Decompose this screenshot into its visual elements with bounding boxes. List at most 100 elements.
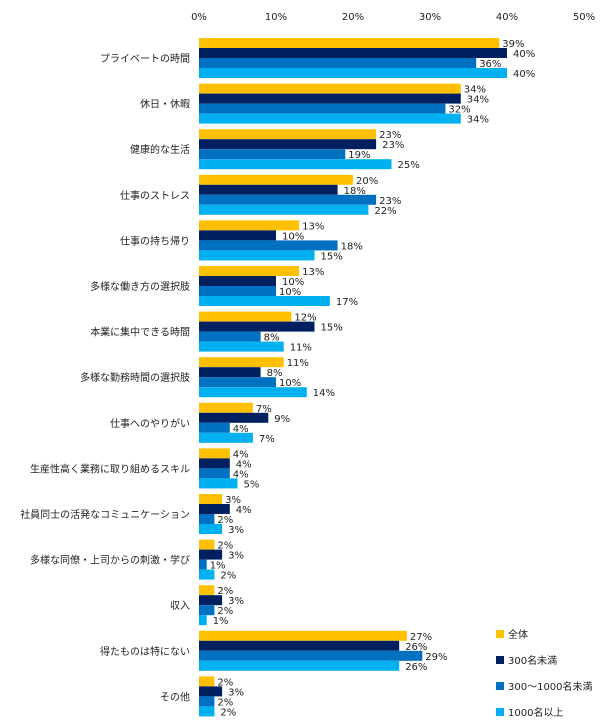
bar [199, 676, 215, 687]
value-label: 2% [217, 586, 233, 597]
bar [199, 68, 507, 78]
value-label: 32% [448, 105, 470, 116]
bar [199, 341, 284, 352]
legend-swatch [496, 708, 504, 716]
bar [199, 129, 377, 140]
value-label: 40% [513, 69, 535, 80]
value-label: 3% [228, 687, 244, 698]
category-label: 多様な同僚・上司からの刺激・学び [30, 554, 190, 567]
bar [199, 38, 500, 48]
value-label: 2% [217, 677, 233, 688]
category-label: 生産性高く業務に取り組めるスキル [30, 462, 190, 475]
value-label: 10% [279, 287, 301, 298]
bar [199, 48, 507, 58]
bar [199, 377, 276, 388]
category-label: 本業に集中できる時間 [90, 326, 190, 339]
bar [199, 559, 207, 570]
bar [199, 149, 346, 160]
value-label: 10% [282, 231, 304, 242]
bar [199, 468, 230, 479]
category-label: 仕事へのやりがい [110, 417, 190, 430]
value-label: 10% [279, 378, 301, 389]
legend-swatch [496, 682, 504, 690]
legend-label: 300名未満 [508, 654, 557, 667]
category-label: 収入 [170, 600, 190, 612]
category-label: 仕事のストレス [120, 189, 190, 202]
category-label: 多様な勤務時間の選択肢 [80, 371, 190, 384]
value-label: 29% [425, 652, 447, 663]
bar [199, 357, 284, 368]
value-label: 23% [379, 130, 401, 141]
value-label: 7% [256, 404, 272, 415]
value-label: 4% [236, 505, 252, 516]
bar [199, 266, 300, 276]
value-label: 23% [379, 196, 401, 207]
value-label: 40% [513, 49, 535, 60]
category-label: その他 [160, 690, 190, 703]
bar [199, 524, 223, 534]
bar [199, 504, 230, 514]
value-label: 34% [464, 85, 486, 96]
bar [199, 139, 377, 150]
x-tick-label: 40% [496, 12, 518, 23]
bar [199, 220, 300, 231]
bar [199, 686, 223, 697]
value-label: 36% [479, 59, 501, 70]
value-label: 4% [233, 449, 249, 460]
value-label: 19% [348, 150, 370, 161]
bar [199, 321, 315, 332]
bar [199, 367, 261, 378]
bar [199, 432, 253, 443]
value-label: 2% [217, 515, 233, 526]
bar [199, 595, 223, 606]
bar [199, 650, 423, 661]
bar [199, 250, 315, 261]
category-label: 多様な働き方の選択肢 [90, 280, 190, 293]
value-label: 20% [356, 176, 378, 187]
value-label: 4% [233, 424, 249, 435]
bar [199, 230, 276, 241]
value-label: 2% [217, 697, 233, 708]
bar [199, 387, 307, 398]
bar [199, 585, 215, 596]
bar [199, 103, 446, 114]
value-label: 2% [217, 606, 233, 617]
category-label: プライベートの時間 [100, 53, 190, 65]
value-label: 7% [259, 434, 275, 445]
x-tick-label: 50% [573, 12, 595, 23]
bar [199, 412, 269, 423]
bar [199, 240, 338, 251]
value-label: 5% [244, 479, 260, 490]
bar [199, 174, 353, 185]
value-label: 34% [467, 95, 489, 106]
bar [199, 402, 253, 413]
value-label: 13% [302, 221, 324, 232]
value-label: 26% [405, 662, 427, 673]
value-label: 10% [282, 277, 304, 288]
value-label: 3% [228, 551, 244, 562]
bar [199, 514, 215, 524]
legend-label: 1000名以上 [508, 706, 563, 719]
x-axis-ticks: 0% 10% 20% 30% 40% 50% [191, 12, 595, 23]
value-label: 1% [213, 616, 229, 627]
value-labels: 39%40%36%40%34%34%32%34%23%23%19%25%20%1… [210, 39, 536, 718]
value-label: 18% [344, 186, 366, 197]
bar [199, 630, 407, 641]
bar [199, 204, 369, 215]
value-label: 4% [233, 469, 249, 480]
value-label: 25% [398, 160, 420, 171]
bar [199, 58, 477, 68]
bar [199, 93, 461, 104]
bar [199, 549, 223, 560]
x-tick-label: 20% [342, 12, 364, 23]
value-label: 13% [302, 267, 324, 278]
category-label: 得たものは特にない [100, 646, 190, 658]
value-label: 23% [382, 140, 404, 151]
bar [199, 331, 261, 342]
x-tick-label: 0% [191, 12, 207, 23]
category-label: 健康的な生活 [130, 143, 190, 156]
value-label: 39% [502, 39, 524, 50]
value-label: 22% [374, 206, 396, 217]
bar [199, 311, 292, 322]
